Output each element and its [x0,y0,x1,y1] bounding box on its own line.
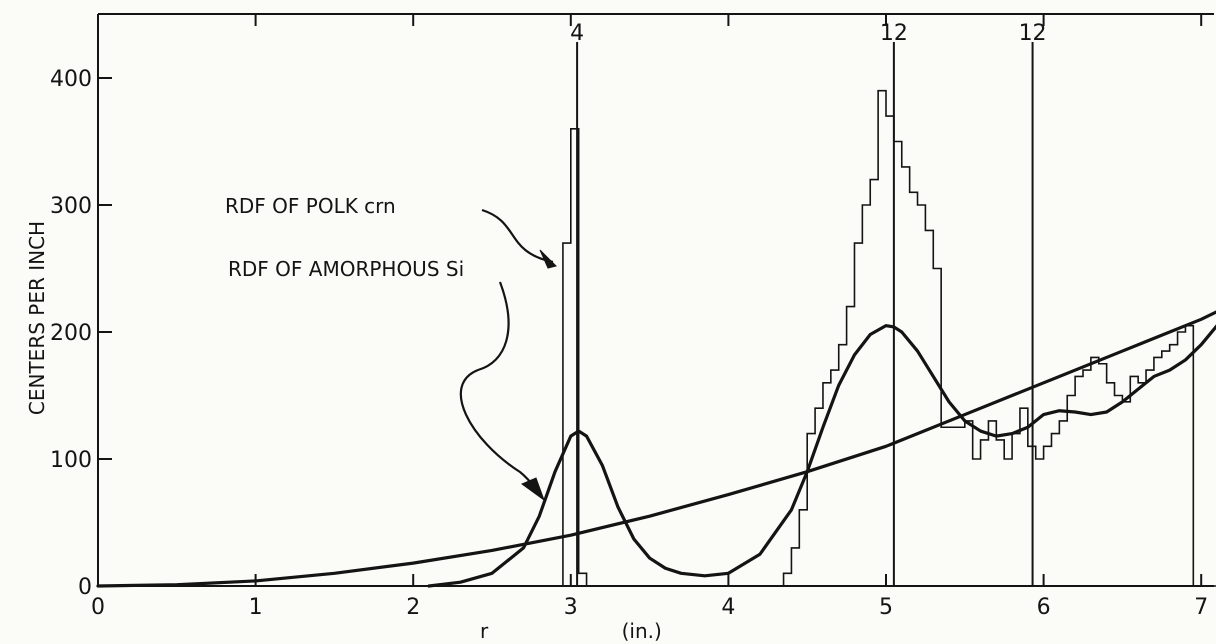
y-tick-label: 400 [50,67,92,92]
annotation-amorphous: RDF OF AMORPHOUS Si [228,257,464,281]
x-axis-unit: (in.) [622,619,662,643]
y-tick-label: 100 [50,448,92,473]
x-tick-label: 3 [564,595,578,620]
amorphous-arrowhead [520,477,546,502]
y-tick-label: 0 [78,575,92,600]
amorphous-arrow-line [459,281,541,495]
y-axis-title: CENTERS PER INCH [25,221,49,415]
x-tick-label: 6 [1037,595,1051,620]
polk-arrow-line [481,208,554,264]
polk-crn-histogram [562,89,1216,587]
x-tick-label: 1 [249,595,263,620]
x-axis-title: r [480,619,489,643]
y-tick-label: 200 [50,321,92,346]
x-tick-label: 7 [1194,595,1208,620]
x-tick-label: 4 [721,595,735,620]
plot-frame [97,13,1214,587]
amorphous-si-rdf-curve [427,324,1216,588]
x-tick-label: 5 [879,595,893,620]
annotation-polk: RDF OF POLK crn [225,194,396,218]
x-tick-label: 0 [91,595,105,620]
coordination-label: 12 [880,21,908,46]
coordination-label: 12 [1019,21,1047,46]
y-tick-label: 300 [50,194,92,219]
x-tick-label: 2 [406,595,420,620]
polk-arrowhead [539,249,557,269]
coordination-label: 4 [570,21,584,46]
average-density-curve [96,310,1216,588]
